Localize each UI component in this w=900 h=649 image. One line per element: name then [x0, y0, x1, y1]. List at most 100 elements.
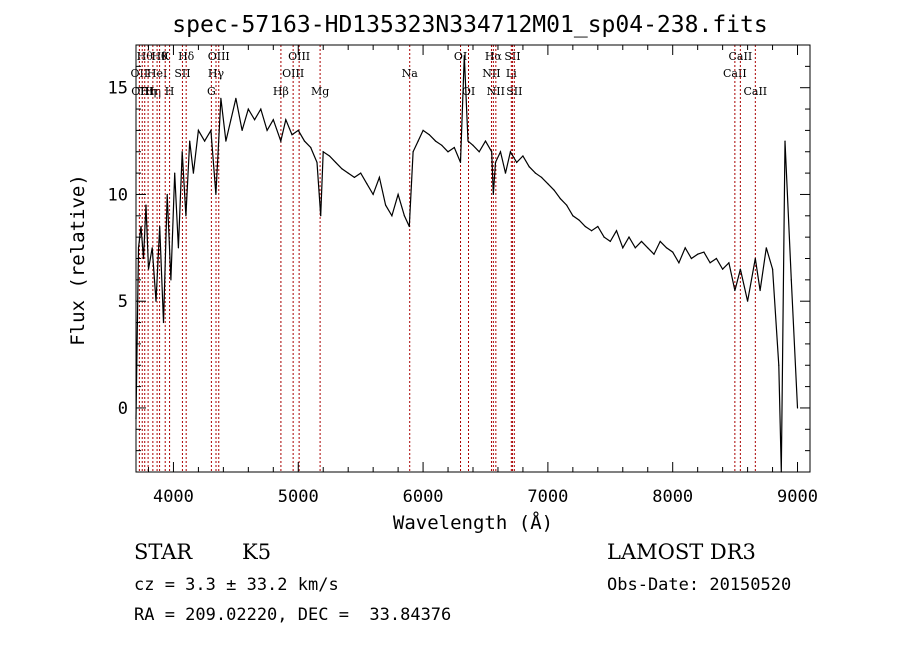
data-point [266, 129, 268, 131]
data-point [391, 215, 393, 217]
data-point [790, 279, 792, 281]
data-point [303, 140, 306, 142]
data-point [484, 140, 487, 142]
data-point [230, 119, 232, 121]
data-point [703, 251, 705, 253]
data-point [528, 166, 530, 168]
survey-name: LAMOST DR3 [607, 540, 756, 564]
data-point [177, 247, 180, 249]
line-marker-label: Li [506, 67, 517, 80]
line-marker-label: CaII [729, 50, 753, 63]
data-point [181, 151, 183, 153]
line-marker-label: Hβ [273, 85, 289, 98]
data-point [547, 183, 549, 185]
data-point [291, 134, 293, 136]
data-point [690, 257, 693, 260]
data-point [467, 140, 469, 142]
data-point [441, 144, 443, 146]
data-point [634, 247, 636, 249]
x-tick-label: 8000 [652, 487, 693, 507]
data-point [541, 176, 543, 178]
data-point [247, 108, 249, 110]
data-point [272, 119, 274, 121]
coordinates: RA = 209.02220, DEC = 33.84376 [134, 605, 451, 625]
data-point [174, 172, 176, 174]
redshift: cz = 3.3 ± 33.2 km/s [134, 575, 339, 595]
data-point [453, 146, 455, 149]
data-point [778, 364, 780, 366]
data-point [796, 407, 799, 409]
data-point [504, 172, 507, 174]
data-point [145, 204, 147, 206]
data-point [197, 129, 200, 131]
spectrum-line [135, 55, 799, 473]
x-tick-label: 4000 [153, 487, 194, 507]
data-point [609, 240, 611, 243]
data-point [647, 247, 649, 249]
data-point [566, 204, 568, 206]
x-axis-label: Wavelength (Å) [393, 511, 553, 534]
data-point [516, 161, 518, 164]
data-point [534, 172, 537, 174]
data-point [253, 119, 256, 121]
obs-date: Obs-Date: 20150520 [607, 575, 791, 595]
data-point [320, 215, 322, 217]
data-point [628, 236, 630, 238]
data-point [428, 134, 430, 136]
data-point [492, 193, 494, 196]
data-point [746, 300, 749, 302]
data-point [297, 129, 299, 131]
data-point [754, 257, 756, 260]
data-point [590, 230, 593, 232]
data-point [170, 279, 172, 281]
data-point [335, 161, 337, 164]
data-point [709, 262, 711, 264]
data-point [553, 189, 555, 191]
plot-frame [135, 44, 811, 473]
data-point [310, 146, 312, 149]
data-point [509, 151, 512, 153]
data-point [385, 204, 387, 206]
data-point [235, 97, 237, 99]
data-point [447, 151, 449, 153]
line-marker-label: Hδ [178, 50, 195, 63]
data-point [765, 247, 767, 249]
data-point [347, 172, 349, 174]
data-point [366, 183, 368, 185]
data-point [225, 140, 227, 142]
line-marker-label: CaII [723, 67, 747, 80]
data-point [784, 140, 786, 142]
data-point [192, 172, 195, 174]
object-class: STAR [134, 540, 193, 564]
data-point [341, 168, 343, 170]
x-tick-label: 9000 [777, 487, 818, 507]
data-point [728, 262, 730, 264]
y-tick-label: 15 [108, 79, 128, 99]
line-marker-label: Na [402, 67, 419, 80]
line-marker-label: OII [131, 67, 149, 80]
data-point [162, 321, 165, 324]
data-point [142, 257, 145, 260]
data-point [615, 230, 618, 232]
data-point [472, 144, 474, 146]
data-point [739, 268, 741, 270]
line-marker-label: K [161, 50, 170, 63]
data-point [241, 129, 243, 131]
line-marker-label: SII [506, 85, 522, 98]
data-point [697, 253, 699, 255]
data-point [328, 155, 331, 157]
line-marker-label: OIII [208, 50, 230, 63]
line-marker-label: Hα [485, 50, 503, 63]
data-point [322, 151, 324, 153]
data-point [353, 176, 356, 178]
data-point [722, 268, 724, 270]
data-point [597, 225, 599, 228]
data-point [147, 268, 150, 270]
line-marker-label: Hθ [137, 50, 154, 63]
data-point [422, 129, 424, 131]
x-tick-label: 5000 [278, 487, 319, 507]
data-point [491, 151, 493, 153]
line-marker-label: Hη [145, 85, 161, 98]
data-point [734, 289, 736, 292]
